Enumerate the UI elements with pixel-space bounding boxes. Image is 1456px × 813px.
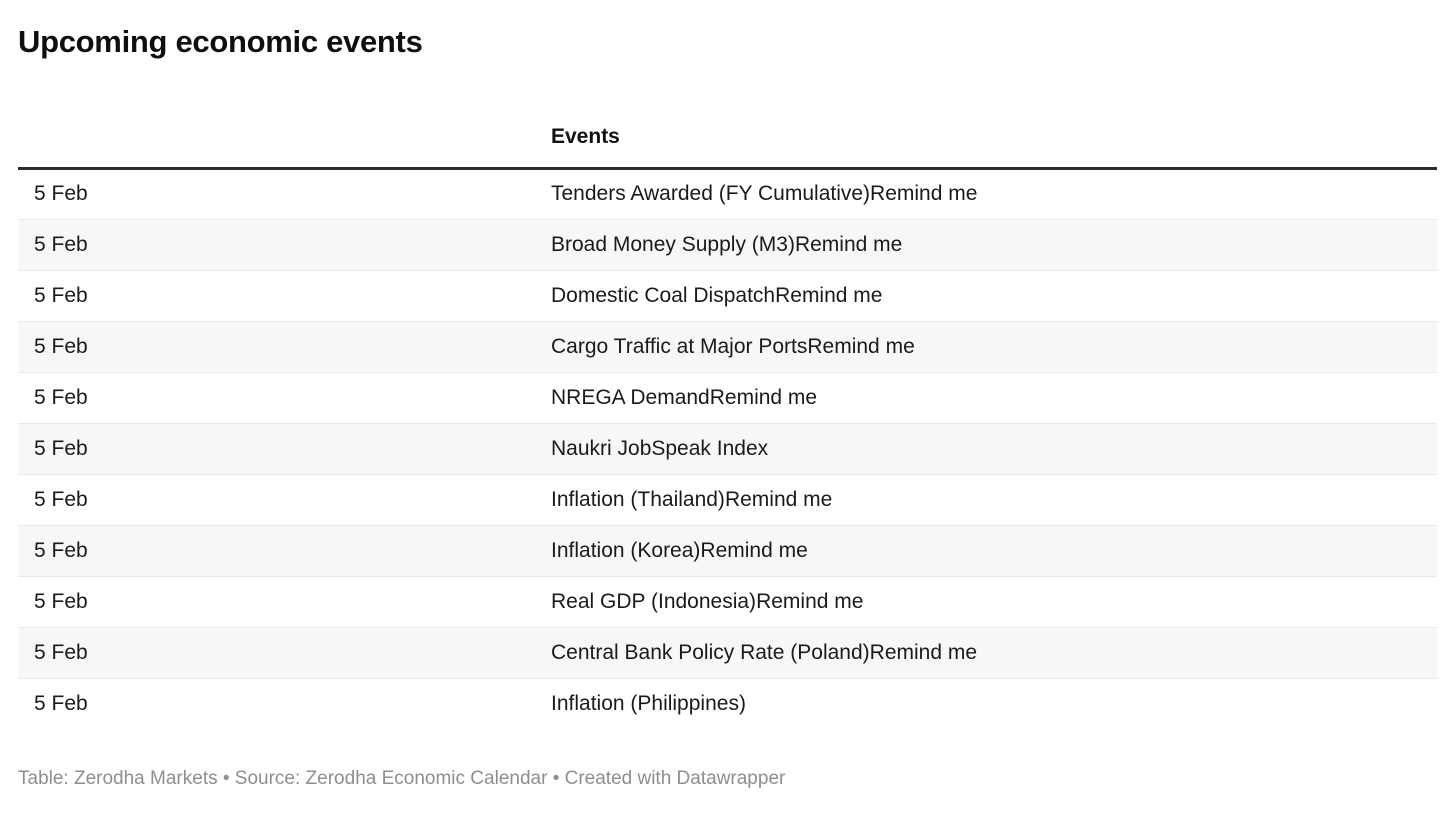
remind-me-link[interactable]: Remind me	[807, 334, 915, 358]
remind-me-link[interactable]: Remind me	[756, 589, 864, 613]
event-cell: Real GDP (Indonesia)Remind me	[535, 575, 1437, 627]
table-row: 5 Feb Central Bank Policy Rate (Poland)Re…	[18, 626, 1437, 678]
table-row: 5 Feb Inflation (Korea)Remind me	[18, 524, 1437, 576]
event-name: NREGA Demand	[551, 385, 710, 409]
table-header-row: Events	[18, 62, 1437, 170]
remind-me-link[interactable]: Remind me	[724, 487, 833, 511]
table-row: 5 Feb Inflation (Thailand)Remind me	[18, 473, 1437, 525]
date-cell: 5 Feb	[18, 218, 535, 270]
events-table: Events 5 Feb Tenders Awarded (FY Cumulati…	[18, 62, 1437, 729]
event-cell: Inflation (Korea)Remind me	[535, 524, 1437, 576]
event-cell: Cargo Traffic at Major PortsRemind me	[535, 320, 1437, 372]
table-row: 5 Feb NREGA DemandRemind me	[18, 371, 1437, 423]
event-cell: NREGA DemandRemind me	[535, 371, 1437, 423]
remind-me-link[interactable]: Remind me	[700, 538, 808, 562]
table-row: 5 Feb Tenders Awarded (FY Cumulative)Remi…	[18, 168, 1437, 219]
table-row: 5 Feb Real GDP (Indonesia)Remind me	[18, 575, 1437, 627]
event-cell: Naukri JobSpeak Index	[535, 422, 1437, 474]
event-cell: Inflation (Thailand)Remind me	[535, 473, 1437, 525]
date-cell: 5 Feb	[18, 269, 535, 321]
event-name: Central Bank Policy Rate (Poland)	[551, 640, 870, 664]
table-body: 5 Feb Tenders Awarded (FY Cumulative)Remi…	[18, 168, 1437, 729]
event-name: Domestic Coal Dispatch	[551, 283, 776, 307]
remind-me-link[interactable]: Remind me	[794, 232, 903, 256]
date-cell: 5 Feb	[18, 524, 535, 576]
event-name: Naukri JobSpeak Index	[551, 436, 769, 460]
table-row: 5 Feb Cargo Traffic at Major PortsRemind …	[18, 320, 1437, 372]
date-cell: 5 Feb	[34, 182, 88, 205]
table-row: 5 Feb Naukri JobSpeak Index	[18, 422, 1437, 474]
date-cell: 5 Feb	[18, 677, 535, 729]
event-name: Cargo Traffic at Major Ports	[551, 334, 808, 358]
table-row: 5 Feb Domestic Coal DispatchRemind me	[18, 269, 1437, 321]
datawrapper-table-embed: Upcoming economic events Events 5 Feb Ten…	[18, 24, 1437, 789]
event-name: Inflation (Korea)	[551, 538, 701, 562]
event-name: Inflation (Thailand)	[551, 487, 725, 511]
date-cell: 5 Feb	[18, 422, 535, 474]
table-header: Events	[18, 62, 1437, 170]
footer-attribution: Table: Zerodha Markets • Source: Zerodha…	[18, 768, 786, 789]
table-row: 5 Feb Broad Money Supply (M3)Remind me	[18, 218, 1437, 270]
event-name: Tenders Awarded (FY Cumulative)	[551, 182, 871, 205]
date-cell: 5 Feb	[18, 575, 535, 627]
event-name: Broad Money Supply (M3)	[551, 232, 795, 256]
remind-me-link[interactable]: Remind me	[869, 640, 978, 664]
remind-me-link[interactable]: Remind me	[709, 385, 818, 409]
event-name: Inflation (Philippines)	[551, 691, 746, 715]
event-cell: Broad Money Supply (M3)Remind me	[535, 218, 1437, 270]
date-cell: 5 Feb	[18, 320, 535, 372]
events-column-header: Events	[535, 62, 1437, 170]
chart-title: Upcoming economic events	[18, 24, 423, 59]
event-cell: Tenders Awarded (FY Cumulative)Remind me	[535, 168, 1437, 219]
date-cell: 5 Feb	[18, 626, 535, 678]
event-cell: Central Bank Policy Rate (Poland)Remind …	[535, 626, 1437, 678]
table-row: 5 Feb Inflation (Philippines)	[18, 677, 1437, 729]
event-name: Real GDP (Indonesia)	[551, 589, 757, 613]
date-cell: 5 Feb	[18, 371, 535, 423]
event-cell: Domestic Coal DispatchRemind me	[535, 269, 1437, 321]
remind-me-link[interactable]: Remind me	[870, 182, 978, 205]
date-cell: 5 Feb	[18, 473, 535, 525]
event-cell: Inflation (Philippines)	[535, 677, 1437, 729]
date-column-header	[18, 62, 535, 170]
remind-me-link[interactable]: Remind me	[775, 283, 883, 307]
